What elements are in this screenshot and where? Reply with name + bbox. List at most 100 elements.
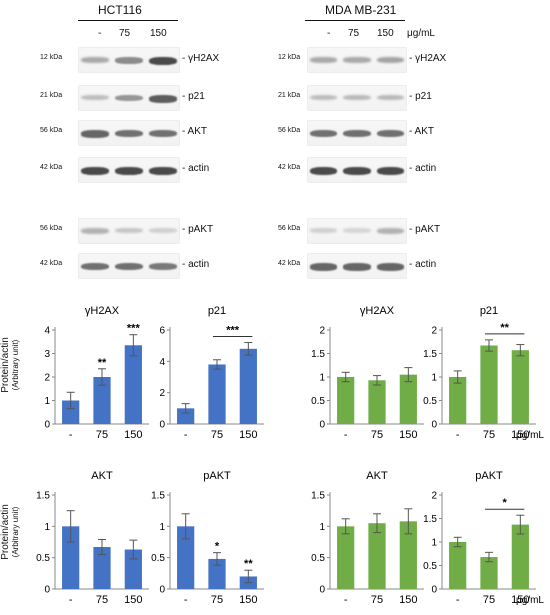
right-blot-label-2: - AKT [409, 126, 435, 137]
ylabel-bottom-line1: Protein/actin [0, 504, 11, 560]
left-blot-band-5-1 [115, 263, 143, 271]
y-tick-label: 0 [319, 585, 325, 596]
right-blot-band-0-0 [310, 57, 338, 63]
x-tick-label-0: - [184, 429, 188, 441]
right-blot-band-0-2 [376, 57, 404, 63]
y-tick-label: 1 [319, 522, 325, 533]
sig-label-1: * [215, 541, 220, 553]
x-tick-label-1: 75 [483, 594, 495, 606]
right-blot-mw-2: 56 kDa [278, 127, 301, 134]
y-tick-label: 0 [159, 420, 165, 431]
y-tick-label: 1.5 [311, 349, 325, 360]
ylabel-bottom: Protein/actin (Arbitrary unit) [0, 497, 50, 567]
x-tick-label-1: 75 [371, 429, 383, 441]
chart-title: γH2AX [85, 305, 120, 317]
y-tick-label: 4 [159, 357, 165, 368]
y-tick-label: 0 [44, 585, 50, 596]
bar-0 [62, 400, 80, 424]
left-blot-band-1-2 [149, 95, 177, 103]
sig-label-1: ** [98, 357, 107, 369]
left-blot-label-2: - AKT [182, 126, 208, 137]
bar-chart-0: γH2AX 0 1 2 3 4 - ** 75 *** 150 [44, 305, 149, 441]
x-tick-label-2: 150 [239, 429, 257, 441]
y-tick-label: 1.5 [423, 349, 437, 360]
y-tick-label: 4 [44, 326, 50, 337]
right-blot-band-1-1 [343, 95, 371, 101]
chart-title: pAKT [203, 470, 231, 482]
left-blot-band-1-0 [81, 95, 109, 101]
right-blot-band-1-0 [310, 95, 338, 101]
left-blot-mw-4: 56 kDa [40, 225, 63, 232]
bar-2 [124, 549, 142, 589]
bar-chart-6: AKT 0 0.5 1 1.5 - 75 150 [311, 470, 424, 606]
right-blot-band-1-2 [376, 95, 404, 101]
right-blot-band-5-1 [343, 263, 371, 271]
x-tick-label-1: 75 [483, 429, 495, 441]
y-tick-label: 0.5 [311, 396, 325, 407]
left-blot-label-0: - γH2AX [182, 53, 220, 64]
right-dose-2: 150 [377, 28, 394, 39]
y-tick-label: 0 [44, 420, 50, 431]
left-blot-band-3-0 [81, 167, 109, 176]
bar-0 [337, 377, 355, 424]
right-dose-unit: μg/mL [407, 28, 435, 39]
bar-1 [368, 523, 386, 589]
bar-1 [480, 557, 498, 589]
x-tick-label-2: 150 [124, 429, 142, 441]
ylabel-top: Protein/actin (Arbitrary unit) [0, 330, 50, 400]
y-tick-label: 1 [44, 396, 50, 407]
x-tick-label-1: 75 [96, 429, 108, 441]
y-tick-label: 2 [431, 326, 437, 337]
left-blot-band-0-1 [115, 57, 143, 64]
right-dose-0: - [327, 28, 331, 39]
bar-1 [93, 377, 111, 424]
right-blot-band-4-0 [310, 228, 338, 233]
y-tick-label: 0.5 [36, 553, 50, 564]
left-blot-band-4-1 [115, 228, 143, 233]
chart-title: pAKT [475, 470, 503, 482]
right-blot-label-3: - actin [409, 163, 437, 174]
left-blot-band-3-2 [149, 167, 177, 176]
right-blot-label-0: - γH2AX [409, 53, 447, 64]
right-blot-mw-4: 56 kDa [278, 225, 301, 232]
left-blot-label-5: - actin [182, 259, 210, 270]
bar-chart-1: p21 0 2 4 6 - 75 150 *** [159, 305, 264, 441]
y-tick-label: 0.5 [423, 396, 437, 407]
bar-1 [208, 364, 226, 424]
right-blot-label-4: - pAKT [409, 224, 441, 235]
x-tick-label-0: - [344, 594, 348, 606]
bar-chart-2: γH2AX 0 0.5 1 1.5 2 - 75 150 [311, 305, 424, 441]
ylabel-bottom-line2: (Arbitrary unit) [11, 506, 20, 558]
x-tick-label-0: - [69, 429, 73, 441]
y-tick-label: 1 [44, 522, 50, 533]
right-blot-band-4-1 [343, 228, 371, 233]
right-blot-band-3-1 [343, 167, 371, 176]
bar-2 [399, 374, 417, 424]
x-tick-label-2: 150 [124, 594, 142, 606]
y-tick-label: 0 [319, 420, 325, 431]
right-blot-band-5-0 [310, 263, 338, 271]
right-blot-band-2-2 [376, 130, 404, 138]
y-tick-label: 2 [44, 373, 50, 384]
y-tick-label: 0.5 [311, 553, 325, 564]
right-cell-line-title: MDA MB-231 [325, 3, 397, 17]
y-tick-label: 1 [431, 373, 437, 384]
right-blot-band-3-2 [376, 167, 404, 176]
sig-label-2: *** [127, 323, 141, 335]
y-tick-label: 3 [44, 349, 50, 360]
right-dose-1: 75 [348, 28, 360, 39]
left-title-underline [78, 20, 178, 21]
x-tick-label-2: 150 [511, 594, 529, 606]
y-tick-label: 0 [431, 420, 437, 431]
bar-0 [449, 377, 467, 424]
bar-0 [449, 542, 467, 589]
x-tick-label-0: - [184, 594, 188, 606]
right-blot-mw-5: 42 kDa [278, 260, 301, 267]
bar-chart-3: p21 0 0.5 1 1.5 2 - 75 150 ** μg/mL [423, 305, 544, 441]
left-dose-0: - [98, 28, 102, 39]
bar-1 [208, 558, 226, 589]
bar-2 [124, 345, 142, 424]
y-tick-label: 0.5 [423, 561, 437, 572]
left-cell-line-title: HCT116 [98, 3, 142, 17]
left-blot-mw-2: 56 kDa [40, 127, 63, 134]
